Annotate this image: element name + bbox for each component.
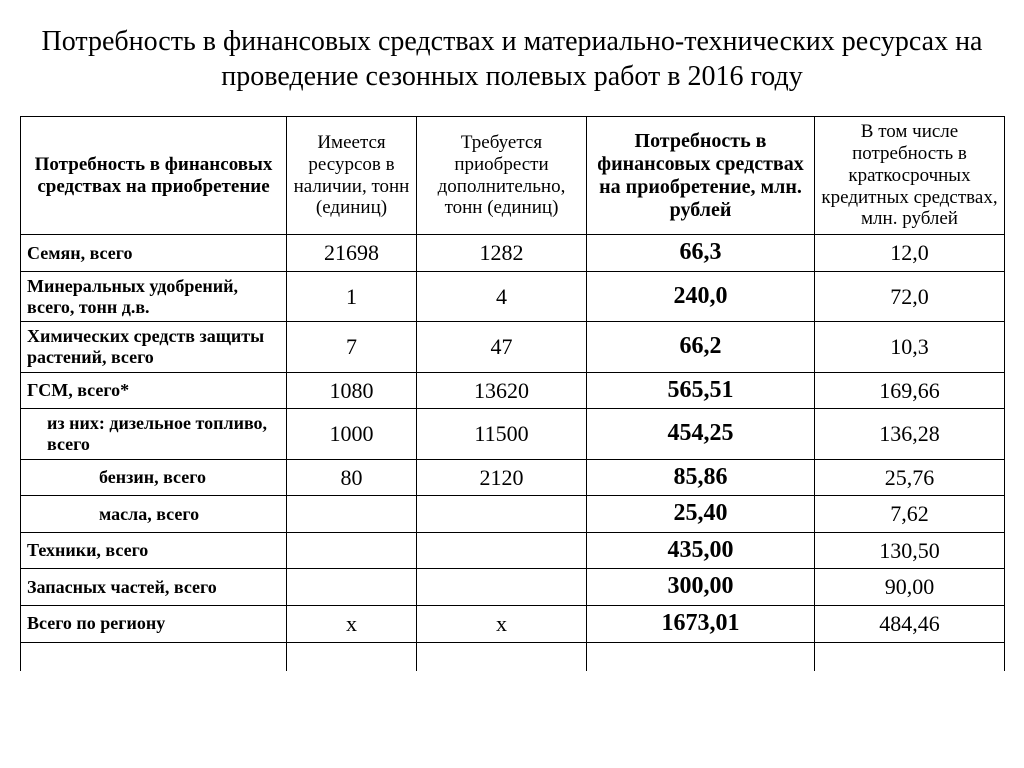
cell-needed: х bbox=[417, 605, 587, 642]
table-header-row: Потребность в финансовых средствах на пр… bbox=[21, 117, 1005, 235]
cell-credit: 484,46 bbox=[815, 605, 1005, 642]
row-label: Минеральных удобрений, всего, тонн д.в. bbox=[21, 271, 287, 321]
table-row-truncated bbox=[21, 642, 1005, 671]
cell-finance: 66,2 bbox=[587, 322, 815, 372]
row-label bbox=[21, 642, 287, 671]
cell-needed: 13620 bbox=[417, 372, 587, 409]
cell-credit: 136,28 bbox=[815, 409, 1005, 459]
table-row: бензин, всего 80 2120 85,86 25,76 bbox=[21, 459, 1005, 496]
table-row: Семян, всего 21698 1282 66,3 12,0 bbox=[21, 235, 1005, 272]
cell-credit: 169,66 bbox=[815, 372, 1005, 409]
cell-available bbox=[287, 532, 417, 569]
row-label: масла, всего bbox=[21, 496, 287, 533]
table-row: из них: дизельное топливо, всего 1000 11… bbox=[21, 409, 1005, 459]
cell-finance bbox=[587, 642, 815, 671]
cell-available bbox=[287, 569, 417, 606]
cell-credit: 25,76 bbox=[815, 459, 1005, 496]
table-row: ГСМ, всего* 1080 13620 565,51 169,66 bbox=[21, 372, 1005, 409]
row-label: Химических средств защиты растений, всег… bbox=[21, 322, 287, 372]
cell-needed bbox=[417, 532, 587, 569]
col-header-2: Требуется приобрести дополнительно, тонн… bbox=[417, 117, 587, 235]
table-row: Всего по региону х х 1673,01 484,46 bbox=[21, 605, 1005, 642]
cell-credit: 7,62 bbox=[815, 496, 1005, 533]
cell-finance: 300,00 bbox=[587, 569, 815, 606]
cell-credit bbox=[815, 642, 1005, 671]
row-label: ГСМ, всего* bbox=[21, 372, 287, 409]
cell-needed: 11500 bbox=[417, 409, 587, 459]
cell-credit: 72,0 bbox=[815, 271, 1005, 321]
table-row: Минеральных удобрений, всего, тонн д.в. … bbox=[21, 271, 1005, 321]
row-label: Семян, всего bbox=[21, 235, 287, 272]
col-header-4: В том числе потребность в краткосрочных … bbox=[815, 117, 1005, 235]
cell-available: 21698 bbox=[287, 235, 417, 272]
row-label: бензин, всего bbox=[21, 459, 287, 496]
cell-credit: 130,50 bbox=[815, 532, 1005, 569]
cell-credit: 10,3 bbox=[815, 322, 1005, 372]
cell-credit: 12,0 bbox=[815, 235, 1005, 272]
row-label: Техники, всего bbox=[21, 532, 287, 569]
cell-finance: 435,00 bbox=[587, 532, 815, 569]
table-row: Химических средств защиты растений, всег… bbox=[21, 322, 1005, 372]
page-title: Потребность в финансовых средствах и мат… bbox=[20, 24, 1004, 94]
cell-available bbox=[287, 496, 417, 533]
cell-finance: 66,3 bbox=[587, 235, 815, 272]
cell-finance: 85,86 bbox=[587, 459, 815, 496]
cell-needed bbox=[417, 569, 587, 606]
cell-needed: 1282 bbox=[417, 235, 587, 272]
cell-needed: 2120 bbox=[417, 459, 587, 496]
table-body: Семян, всего 21698 1282 66,3 12,0 Минера… bbox=[21, 235, 1005, 671]
cell-finance: 25,40 bbox=[587, 496, 815, 533]
cell-needed: 47 bbox=[417, 322, 587, 372]
cell-finance: 1673,01 bbox=[587, 605, 815, 642]
cell-available: 80 bbox=[287, 459, 417, 496]
cell-available: 1080 bbox=[287, 372, 417, 409]
cell-credit: 90,00 bbox=[815, 569, 1005, 606]
cell-finance: 454,25 bbox=[587, 409, 815, 459]
col-header-0: Потребность в финансовых средствах на пр… bbox=[21, 117, 287, 235]
table-row: Техники, всего 435,00 130,50 bbox=[21, 532, 1005, 569]
table-row: масла, всего 25,40 7,62 bbox=[21, 496, 1005, 533]
cell-finance: 240,0 bbox=[587, 271, 815, 321]
col-header-1: Имеется ресурсов в наличии, тонн (единиц… bbox=[287, 117, 417, 235]
cell-available: 1000 bbox=[287, 409, 417, 459]
cell-available: х bbox=[287, 605, 417, 642]
cell-needed: 4 bbox=[417, 271, 587, 321]
cell-available: 7 bbox=[287, 322, 417, 372]
cell-needed bbox=[417, 642, 587, 671]
row-label: из них: дизельное топливо, всего bbox=[21, 409, 287, 459]
cell-finance: 565,51 bbox=[587, 372, 815, 409]
table-row: Запасных частей, всего 300,00 90,00 bbox=[21, 569, 1005, 606]
row-label: Всего по региону bbox=[21, 605, 287, 642]
page-root: Потребность в финансовых средствах и мат… bbox=[0, 0, 1024, 671]
cell-available: 1 bbox=[287, 271, 417, 321]
cell-needed bbox=[417, 496, 587, 533]
col-header-3: Потребность в финансовых средствах на пр… bbox=[587, 117, 815, 235]
cell-available bbox=[287, 642, 417, 671]
row-label: Запасных частей, всего bbox=[21, 569, 287, 606]
data-table: Потребность в финансовых средствах на пр… bbox=[20, 116, 1005, 671]
